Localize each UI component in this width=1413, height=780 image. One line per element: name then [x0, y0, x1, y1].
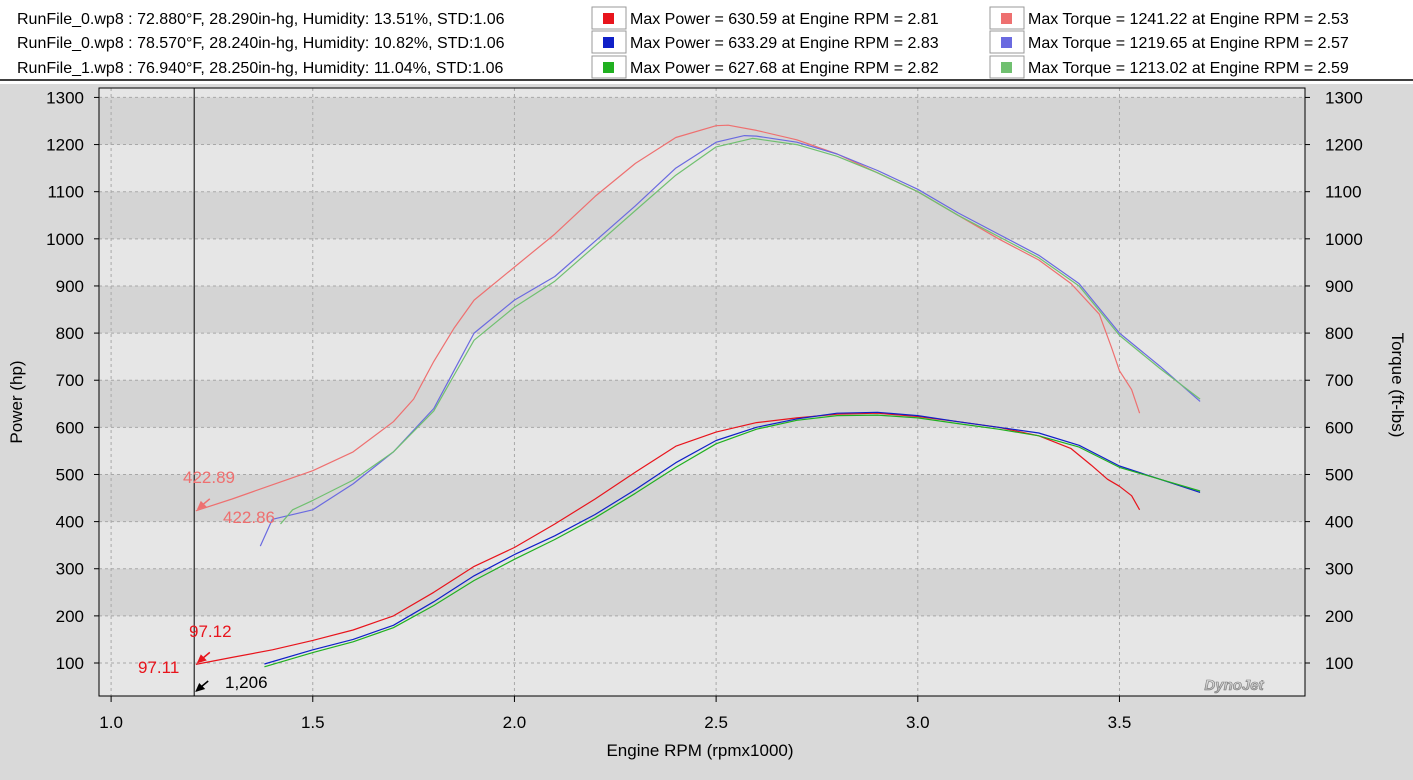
- plot-band: [99, 191, 1305, 239]
- y-axis-label: Power (hp): [7, 360, 26, 443]
- y2-tick-label: 200: [1325, 607, 1353, 626]
- y-tick-label: 1300: [46, 88, 84, 107]
- plot-band: [99, 474, 1305, 522]
- y-tick-label: 800: [56, 324, 84, 343]
- annotation-label: 97.12: [189, 622, 232, 641]
- y2-tick-label: 700: [1325, 371, 1353, 390]
- y-tick-label: 400: [56, 513, 84, 532]
- y2-tick-label: 400: [1325, 513, 1353, 532]
- x-tick-label: 2.0: [503, 713, 527, 732]
- legend-torque-text: Max Torque = 1219.65 at Engine RPM = 2.5…: [1028, 35, 1349, 52]
- legend-torque-text: Max Torque = 1241.22 at Engine RPM = 2.5…: [1028, 11, 1349, 28]
- legend-panel: [0, 0, 1413, 84]
- y2-tick-label: 100: [1325, 654, 1353, 673]
- y-tick-label: 300: [56, 560, 84, 579]
- y2-axis-label: Torque (ft-lbs): [1388, 333, 1407, 438]
- legend-torque-text: Max Torque = 1213.02 at Engine RPM = 2.5…: [1028, 60, 1349, 77]
- x-tick-label: 1.5: [301, 713, 325, 732]
- plot-band: [99, 380, 1305, 428]
- plot-band: [99, 97, 1305, 145]
- y-tick-label: 700: [56, 371, 84, 390]
- y-tick-label: 1200: [46, 136, 84, 155]
- y2-tick-label: 1200: [1325, 136, 1363, 155]
- legend-power-swatch: [603, 13, 614, 24]
- y-tick-label: 900: [56, 277, 84, 296]
- cursor-arrowhead: [195, 683, 206, 692]
- plot-band: [99, 285, 1305, 334]
- plot-band: [99, 568, 1305, 616]
- annotation-arrowhead: [196, 500, 207, 510]
- y2-tick-label: 1000: [1325, 230, 1363, 249]
- legend-torque-swatch: [1001, 13, 1012, 24]
- series-line: [195, 412, 1141, 665]
- y-tick-label: 600: [56, 418, 84, 437]
- x-tick-label: 3.0: [906, 713, 930, 732]
- y2-tick-label: 900: [1325, 277, 1353, 296]
- legend-run-text: RunFile_0.wp8 : 78.570°F, 28.240in-hg, H…: [17, 35, 505, 52]
- series-line: [280, 137, 1201, 525]
- y2-tick-label: 1300: [1325, 88, 1363, 107]
- legend-torque-swatch: [1001, 62, 1012, 73]
- y2-tick-label: 1100: [1325, 183, 1362, 202]
- x-tick-label: 1.0: [99, 713, 123, 732]
- x-tick-label: 2.5: [704, 713, 728, 732]
- legend-power-text: Max Power = 633.29 at Engine RPM = 2.83: [630, 35, 939, 52]
- y-tick-label: 500: [56, 465, 84, 484]
- legend-power-text: Max Power = 627.68 at Engine RPM = 2.82: [630, 60, 939, 77]
- y2-tick-label: 300: [1325, 560, 1353, 579]
- annotation-label: 1,206: [225, 673, 268, 692]
- plot-frame: [98, 87, 1306, 697]
- axes: 100 100 200 200 300 300 400 400 500 500 600 600 700 7…: [46, 87, 1363, 732]
- series-line: [195, 124, 1141, 512]
- annotation-label: 422.86: [223, 508, 275, 527]
- x-axis-label: Engine RPM (rpmx1000): [606, 741, 793, 760]
- legend: RunFile_0.wp8 : 72.880°F, 28.290in-hg, H…: [17, 6, 1349, 79]
- y-tick-label: 100: [56, 654, 84, 673]
- annotation-arrowhead: [196, 654, 207, 664]
- annotation-label: 422.89: [183, 468, 235, 487]
- grid: [99, 88, 1305, 696]
- series-group: [195, 124, 1201, 668]
- series-line: [264, 411, 1201, 665]
- legend-run-text: RunFile_0.wp8 : 72.880°F, 28.290in-hg, H…: [17, 11, 505, 28]
- annotations: 422.89 422.86 97.12 97.11 1,206: [138, 468, 275, 692]
- y2-tick-label: 800: [1325, 324, 1353, 343]
- legend-power-text: Max Power = 630.59 at Engine RPM = 2.81: [630, 11, 939, 28]
- series-line: [264, 414, 1201, 668]
- annotation-label: 97.11: [138, 658, 179, 677]
- x-tick-label: 3.5: [1108, 713, 1132, 732]
- legend-torque-swatch: [1001, 37, 1012, 48]
- y-tick-label: 1100: [47, 183, 84, 202]
- legend-power-swatch: [603, 37, 614, 48]
- y-tick-label: 1000: [46, 230, 84, 249]
- y2-tick-label: 600: [1325, 418, 1353, 437]
- y-tick-label: 200: [56, 607, 84, 626]
- dynojet-watermark: DynoJet: [1204, 677, 1264, 694]
- legend-run-text: RunFile_1.wp8 : 76.940°F, 28.250in-hg, H…: [17, 60, 503, 77]
- y2-tick-label: 500: [1325, 465, 1353, 484]
- legend-power-swatch: [603, 62, 614, 73]
